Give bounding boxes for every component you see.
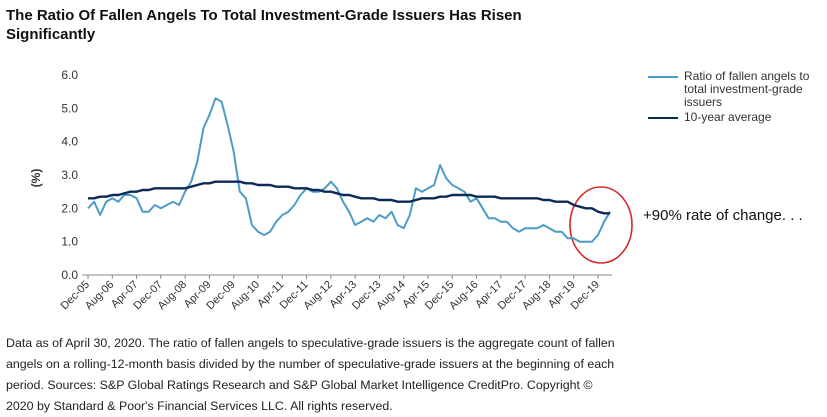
series-line [87,97,611,243]
legend-item: 10-year average [648,111,823,124]
y-tick-label: 3.0 [61,168,78,182]
y-tick-label: 1.0 [61,235,78,249]
annotation: +90% rate of change. . . [643,207,803,224]
legend-swatch [648,117,678,119]
highlight-ellipse [569,186,633,264]
y-tick-label: 2.0 [61,201,78,215]
legend: Ratio of fallen angels to total investme… [648,70,823,126]
y-tick-label: 5.0 [61,101,78,115]
legend-swatch [648,76,678,78]
y-axis-label: (%) [29,169,43,188]
series-line [88,180,611,215]
legend-label: 10-year average [684,110,772,124]
chart-title: The Ratio Of Fallen Angels To Total Inve… [6,7,522,43]
y-tick-label: 4.0 [61,135,78,149]
y-tick-label: 0.0 [61,268,78,282]
legend-label: Ratio of fallen angels to total investme… [684,69,810,109]
legend-item: Ratio of fallen angels to total investme… [648,70,823,109]
footnote: Data as of April 30, 2020. The ratio of … [6,336,615,413]
y-tick-label: 6.0 [61,68,78,82]
